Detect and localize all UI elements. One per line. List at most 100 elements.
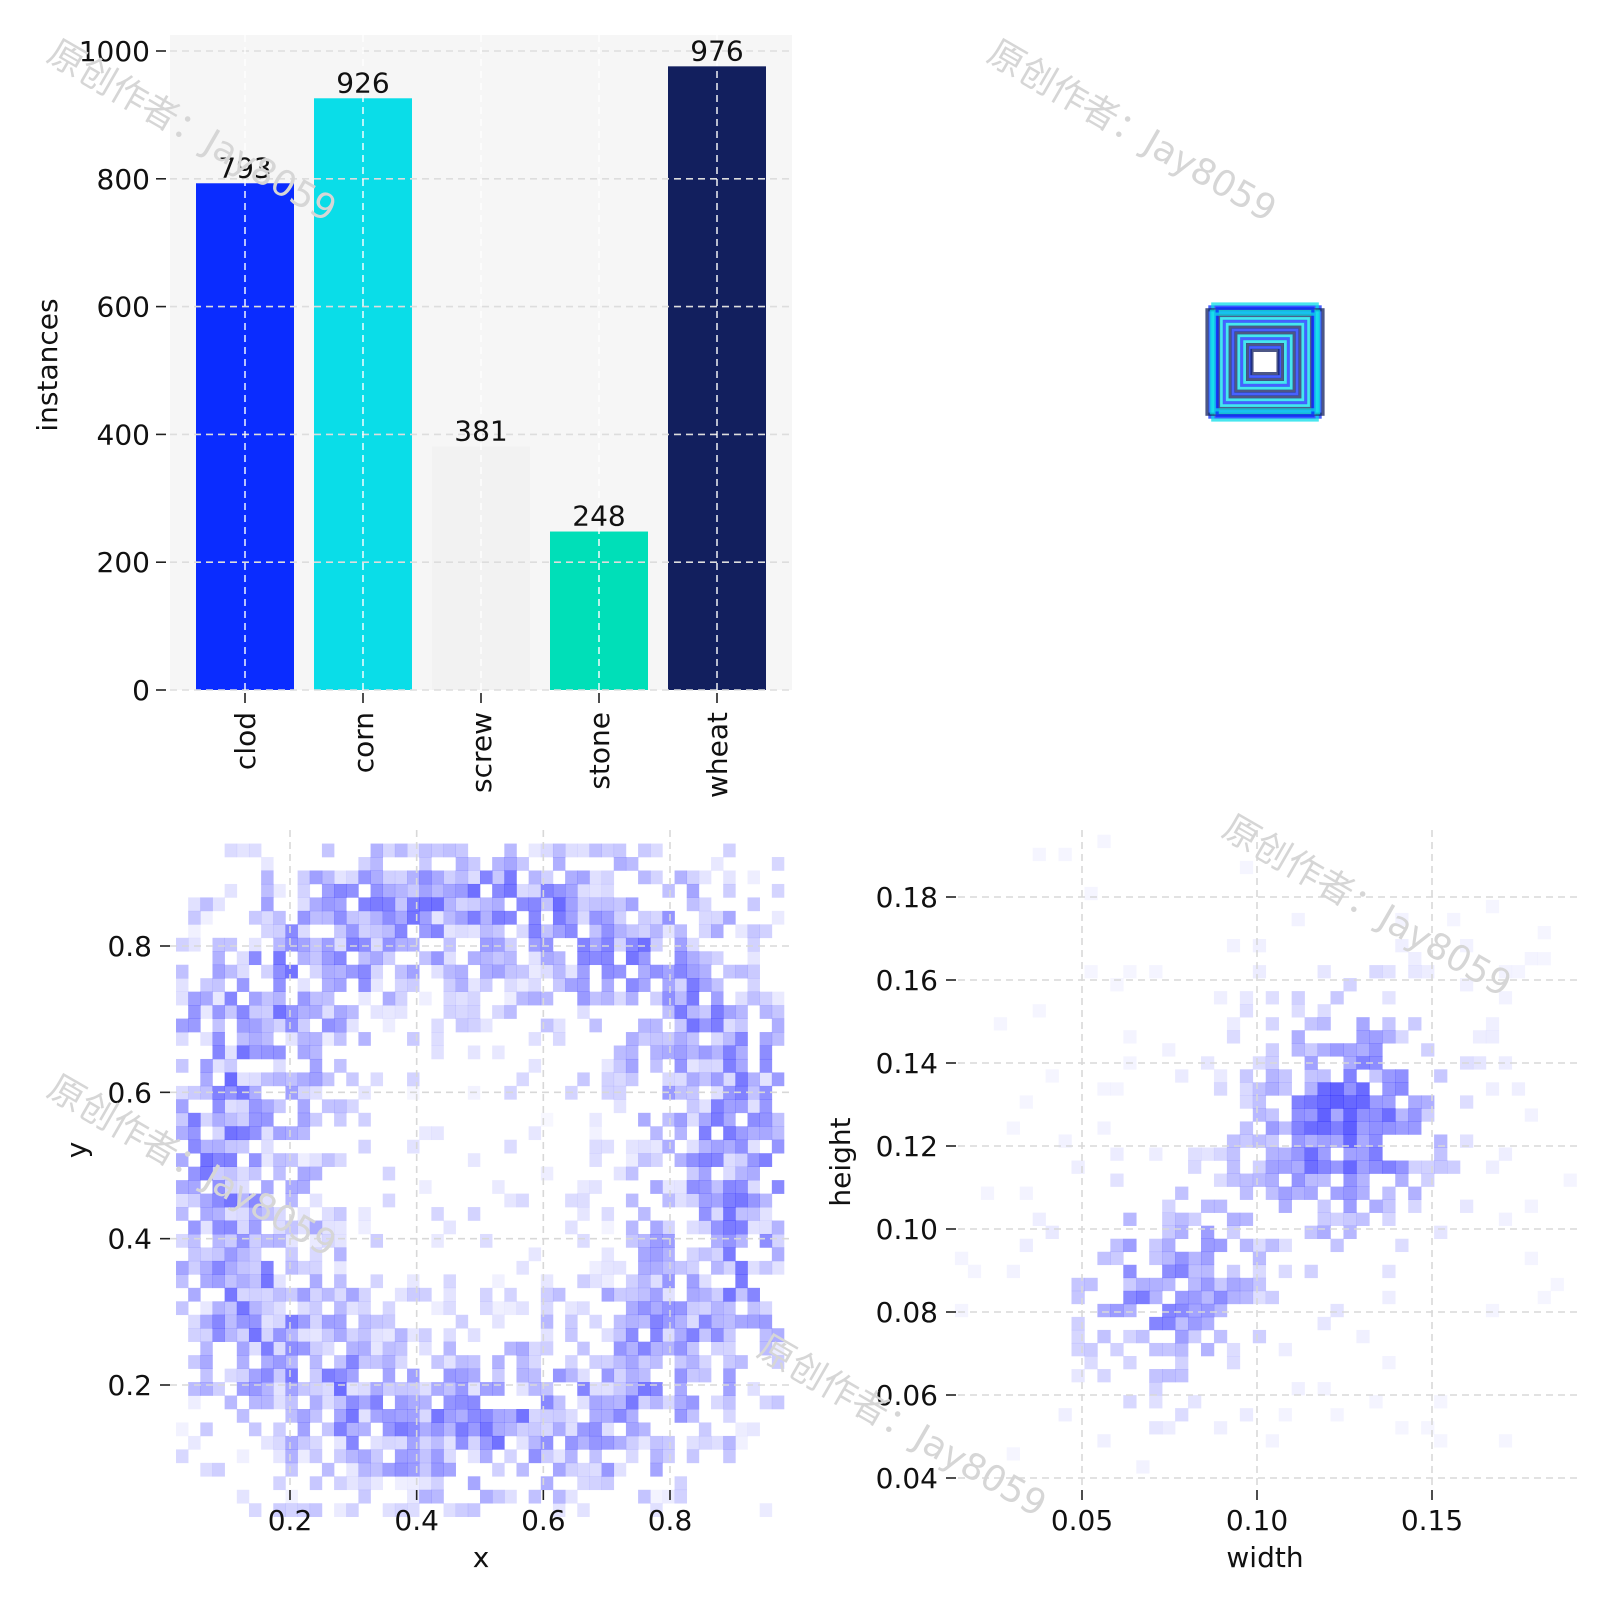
wh-histogram-cell	[1395, 1030, 1409, 1044]
xy-histogram-cell	[735, 1139, 748, 1154]
wh-histogram-cell	[1304, 1160, 1318, 1174]
xy-histogram-cell	[771, 1355, 785, 1369]
xy-histogram-cell	[224, 1247, 238, 1262]
wh-histogram-cell	[1175, 1186, 1189, 1200]
wh-histogram-cell	[1188, 1316, 1202, 1331]
xy-histogram-cell	[370, 1355, 384, 1369]
xy-histogram-cell	[394, 1422, 408, 1437]
xy-histogram-cell	[674, 1341, 688, 1356]
xy-histogram-cell	[625, 1045, 639, 1060]
xy-histogram-cell	[261, 1287, 274, 1302]
xy-histogram-cell	[662, 883, 675, 898]
xy-histogram-cell	[589, 1314, 602, 1329]
wh-histogram-cell	[1175, 1264, 1189, 1279]
xy-histogram-cell	[212, 1260, 225, 1275]
box-outline	[1231, 328, 1299, 396]
xy-histogram-cell	[723, 1220, 736, 1235]
xy-histogram-cell	[528, 1422, 542, 1437]
xy-histogram-cell	[589, 951, 602, 966]
xy-histogram-cell	[492, 937, 505, 952]
xy-histogram-cell	[711, 1072, 724, 1087]
xy-histogram-cell	[224, 1207, 238, 1221]
xy-histogram-cell	[771, 1341, 785, 1356]
wh-histogram-y-tick-label: 0.08	[876, 1296, 938, 1329]
wh-histogram-cell	[1317, 1108, 1331, 1122]
xy-histogram-cell	[516, 1341, 529, 1356]
xy-histogram-cell	[419, 1476, 432, 1491]
xy-histogram-cell	[638, 1489, 651, 1504]
wh-histogram-cell	[1317, 1212, 1331, 1226]
xy-histogram-cell	[261, 1180, 274, 1194]
xy-histogram-cell	[334, 951, 347, 966]
wh-histogram-cell	[1110, 1238, 1124, 1253]
xy-histogram-cell	[321, 1220, 335, 1235]
xy-histogram-cell	[370, 1435, 384, 1450]
wh-histogram-cell	[1265, 991, 1279, 1005]
wh-histogram-cell	[1149, 1238, 1163, 1253]
xy-histogram-cell	[723, 1328, 736, 1342]
wh-histogram-cell	[1278, 1186, 1292, 1200]
xy-histogram-cell	[236, 1032, 250, 1046]
bar-value-label: 793	[218, 151, 271, 184]
xy-histogram-cell	[431, 1355, 444, 1369]
xy-histogram-cell	[601, 1422, 615, 1437]
xy-histogram-cell	[224, 1072, 238, 1087]
xy-histogram-cell	[759, 1112, 773, 1127]
xy-histogram-cell	[480, 1422, 493, 1437]
xy-histogram-cell	[443, 1449, 456, 1464]
wh-histogram-cell	[1110, 1082, 1124, 1096]
wh-histogram-cell	[1149, 1316, 1163, 1331]
xy-histogram-cell	[747, 1139, 760, 1154]
xy-histogram-cell	[492, 964, 505, 979]
xy-histogram-cell	[285, 1126, 298, 1141]
xy-histogram-cell	[321, 1233, 335, 1248]
wh-histogram-cell	[1201, 1238, 1215, 1253]
xy-histogram-cell	[650, 910, 663, 925]
xy-histogram-cell	[382, 1328, 396, 1342]
xy-histogram-cell	[759, 1301, 773, 1316]
xy-histogram-cell	[394, 1435, 408, 1450]
xy-histogram-cell	[589, 1462, 602, 1477]
xy-histogram-cell	[273, 1368, 286, 1383]
xy-histogram-cell	[735, 1274, 748, 1289]
xy-histogram-cell	[346, 964, 359, 979]
xy-histogram-cell	[188, 1233, 201, 1248]
xy-histogram-cell	[638, 1112, 651, 1127]
xy-histogram-cell	[236, 1408, 250, 1423]
xy-histogram-cell	[698, 1018, 712, 1033]
xy-histogram-cell	[285, 1382, 298, 1396]
xy-histogram-cell	[346, 910, 359, 925]
xy-histogram-cell	[212, 1193, 225, 1208]
wh-histogram-cell	[1265, 1238, 1279, 1253]
xy-histogram-cell	[650, 1503, 663, 1517]
xy-histogram-cell	[601, 1368, 615, 1383]
xy-histogram-cell	[674, 1301, 688, 1316]
xy-histogram-cell	[419, 1341, 432, 1356]
wh-histogram-cell	[1162, 1225, 1176, 1240]
xy-histogram-cell	[309, 1112, 323, 1127]
xy-histogram-cell	[321, 1153, 335, 1167]
xy-histogram-cell	[686, 897, 700, 912]
xy-histogram-cell	[407, 1287, 420, 1302]
xy-histogram-cell	[492, 910, 505, 925]
xy-histogram-cell	[492, 1005, 505, 1019]
xy-histogram-cell	[698, 1072, 712, 1087]
xy-histogram-cell	[370, 1341, 384, 1356]
wh-histogram-cell	[1226, 1160, 1241, 1174]
wh-histogram-cell	[1434, 1069, 1448, 1083]
xy-histogram-cell	[309, 1193, 323, 1208]
xy-histogram-cell	[638, 1247, 651, 1262]
xy-histogram-cell	[443, 1462, 456, 1477]
xy-histogram-cell	[236, 1287, 250, 1302]
wh-histogram-cell	[1343, 1212, 1357, 1226]
xy-histogram-cell	[723, 1139, 736, 1154]
wh-histogram-cell	[1291, 1030, 1305, 1044]
xy-histogram-cell	[467, 1005, 481, 1019]
wh-histogram-cell	[1343, 1121, 1357, 1135]
xy-histogram-cell	[176, 1274, 189, 1289]
xy-histogram-cell	[346, 1382, 359, 1396]
xy-histogram-cell	[358, 1220, 371, 1235]
wh-histogram-cell	[1485, 1082, 1500, 1096]
xy-histogram-y-tick-label: 0.2	[107, 1369, 152, 1402]
xy-histogram-cell	[346, 1072, 359, 1087]
